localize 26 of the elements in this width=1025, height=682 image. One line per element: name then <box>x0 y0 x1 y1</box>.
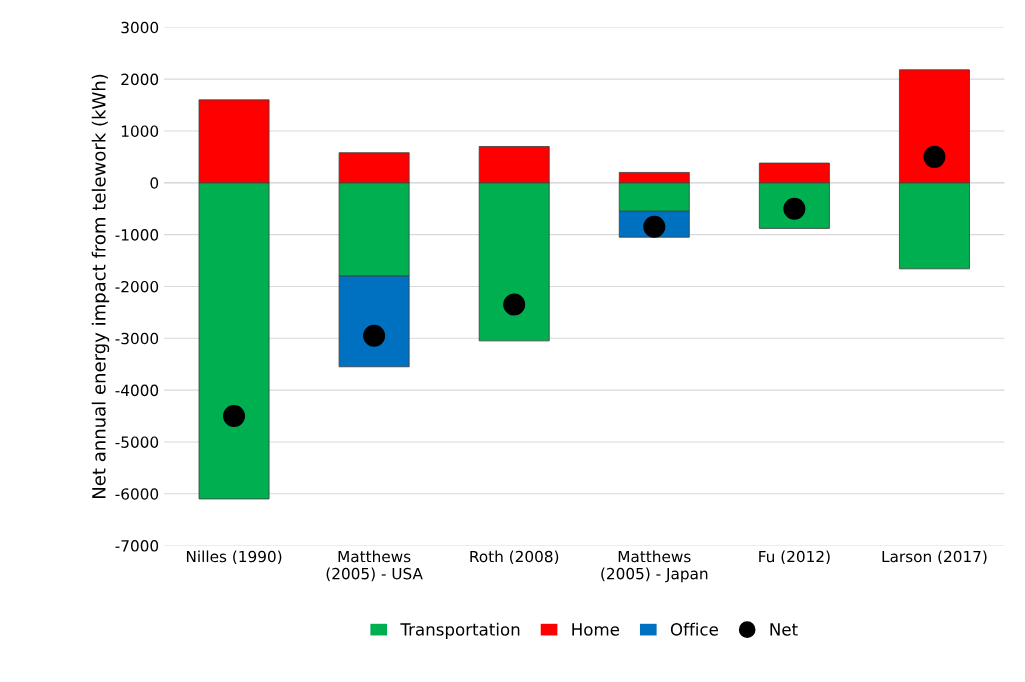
x-tick-label: Matthews (2005) - USA <box>326 550 423 582</box>
y-tick-label: -5000 <box>115 436 159 448</box>
point <box>223 405 246 428</box>
legend-label: Office <box>670 622 718 636</box>
legend-label: Home <box>572 623 620 636</box>
x-tick-label: Matthews (2005) - Japan <box>601 550 708 583</box>
y-tick-label: -1000 <box>115 229 159 241</box>
y-tick-label: -7000 <box>115 540 159 552</box>
y-tick-label: -4000 <box>115 384 159 397</box>
x-tick-label: Nilles (1990) <box>186 550 282 565</box>
legend-label: Net <box>770 623 798 636</box>
legend-label: Transportation <box>400 622 520 639</box>
y-tick-label: 0 <box>150 177 159 189</box>
y-tick-label: -6000 <box>115 488 159 500</box>
point <box>503 293 526 316</box>
y-tick-label: 3000 <box>121 21 159 34</box>
x-tick-label: Roth (2008) <box>470 550 559 565</box>
y-tick-label: 2000 <box>121 73 159 86</box>
y-tick-label: -2000 <box>115 280 159 293</box>
x-tick-label: Larson (2017) <box>882 550 987 565</box>
y-tick-label: -3000 <box>115 332 159 345</box>
y-axis-title: Net annual energy impact from telework (kWh) <box>91 74 110 498</box>
point <box>923 145 946 168</box>
x-tick-label: Fu (2012) <box>759 550 830 565</box>
point <box>363 324 386 347</box>
y-tick-label: 1000 <box>121 125 159 137</box>
